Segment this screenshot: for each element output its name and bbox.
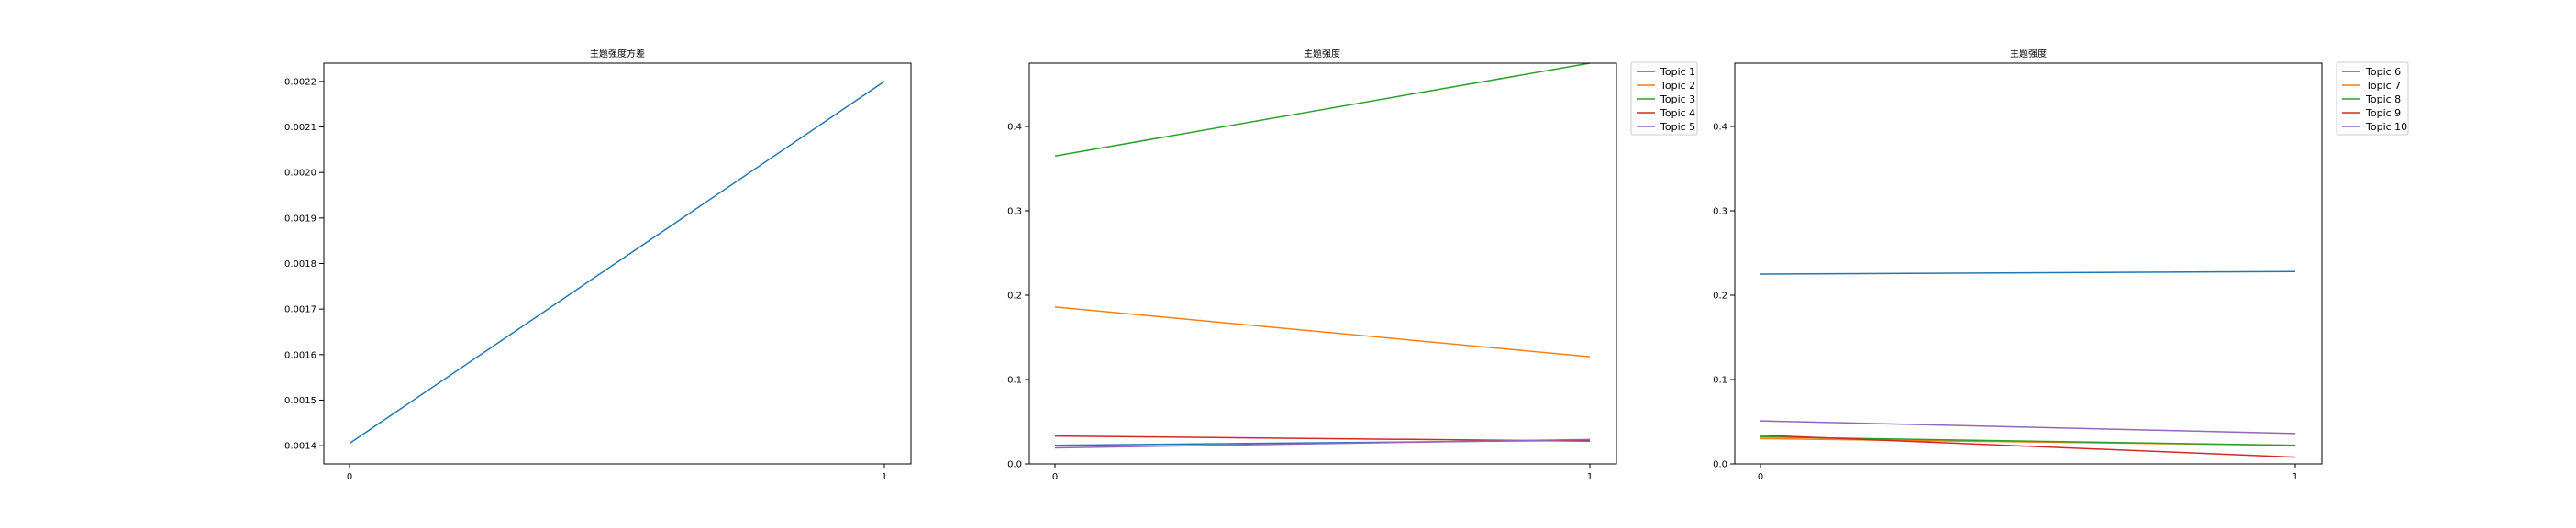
legend-label: Topic 10	[2365, 121, 2407, 133]
legend-label: Topic 8	[2365, 94, 2401, 105]
y-tick-label: 0.0017	[284, 305, 316, 315]
legend-label: Topic 3	[1660, 94, 1695, 105]
series-line-5	[1760, 420, 2296, 434]
plot-lines	[349, 81, 885, 445]
y-tick-label: 0.0	[1713, 460, 1727, 470]
legend: Topic 6 Topic 7 Topic 8 Topic 9 Topic 10	[2336, 61, 2409, 136]
chart-title: 主题强度方差	[590, 48, 645, 60]
chart-title: 主题强度	[2010, 48, 2047, 60]
legend-box	[1630, 61, 1698, 136]
axes-frame	[1028, 62, 1617, 465]
x-tick-label: 1	[1587, 472, 1593, 482]
x-tick-label: 0	[347, 472, 352, 482]
series-line-3	[1054, 62, 1591, 157]
y-tick-label: 0.2	[1713, 292, 1727, 302]
y-tick-label: 0.0015	[284, 396, 316, 406]
y-tick-label: 0.4	[1007, 123, 1022, 133]
y-tick-label: 0.0016	[284, 350, 316, 360]
y-tick-label: 0.3	[1713, 207, 1727, 217]
legend-label: Topic 6	[2365, 66, 2401, 78]
legend-label: Topic 9	[2365, 107, 2401, 119]
legend-label: Topic 4	[1660, 107, 1695, 119]
y-tick-label: 0.0018	[284, 259, 316, 270]
y-tick-label: 0.0021	[284, 123, 316, 133]
y-tick-label: 0.0014	[284, 442, 316, 452]
y-tick-label: 0.2	[1007, 292, 1022, 302]
series-line-4	[1760, 434, 2296, 458]
legend-label: Topic 7	[2365, 80, 2401, 92]
plot-lines	[1760, 270, 2296, 458]
y-tick-label: 0.1	[1007, 376, 1022, 386]
y-tick-label: 0.1	[1713, 376, 1727, 386]
x-tick-label: 1	[2293, 472, 2298, 482]
series-line-1	[1760, 270, 2296, 275]
series-line-5	[1054, 438, 1591, 449]
x-tick-label: 1	[882, 472, 887, 482]
y-tick-label: 0.3	[1007, 207, 1022, 217]
y-ticks: 0.0 0.1 0.2 0.3 0.4	[1713, 123, 1735, 470]
x-tick-label: 0	[1758, 472, 1763, 482]
legend-label: Topic 5	[1660, 121, 1695, 133]
chart-title: 主题强度	[1304, 48, 1340, 60]
y-tick-label: 0.0020	[284, 169, 316, 179]
y-tick-label: 0.4	[1713, 123, 1727, 133]
x-tick-label: 0	[1052, 472, 1058, 482]
axes-frame	[1734, 62, 2323, 465]
series-line-2	[1054, 306, 1591, 358]
plot-lines	[1054, 62, 1591, 449]
y-ticks: 0.0 0.1 0.2 0.3 0.4	[1007, 123, 1029, 470]
legend-label: Topic 1	[1660, 66, 1695, 78]
y-ticks: 0.0014 0.0015 0.0016 0.0017 0.0018 0.0019 0.00…	[284, 77, 324, 452]
y-tick-label: 0.0	[1007, 460, 1022, 470]
series-line-1	[349, 81, 885, 445]
y-tick-label: 0.0022	[284, 77, 316, 87]
legend: Topic 1 Topic 2 Topic 3 Topic 4 Topic 5	[1630, 61, 1698, 136]
y-tick-label: 0.0019	[284, 214, 316, 224]
legend-box	[2336, 61, 2409, 136]
legend-label: Topic 2	[1660, 80, 1695, 92]
